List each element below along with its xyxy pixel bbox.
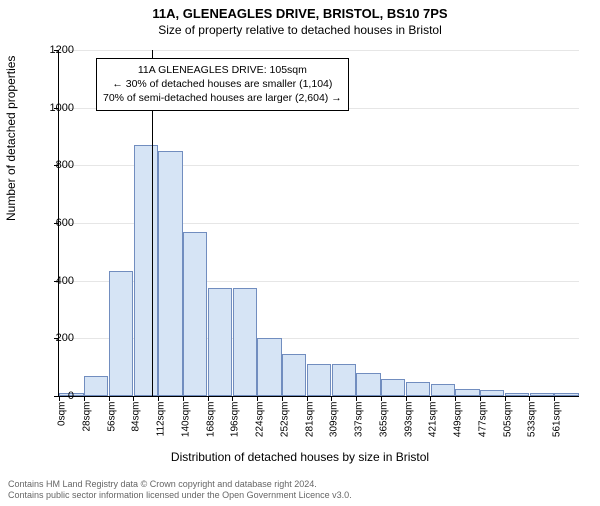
histogram-bar — [554, 393, 578, 396]
x-tick-label: 0sqm — [57, 402, 68, 452]
histogram-bar — [158, 151, 182, 396]
histogram-bar — [455, 389, 479, 396]
x-tick-label: 421sqm — [428, 402, 439, 452]
x-tick-label: 196sqm — [230, 402, 241, 452]
chart-subtitle: Size of property relative to detached ho… — [0, 23, 600, 37]
x-tick-label: 252sqm — [279, 402, 290, 452]
y-tick-label: 0 — [34, 390, 74, 402]
annotation-line-3: 70% of semi-detached houses are larger (… — [103, 91, 342, 105]
x-tick-label: 84sqm — [131, 402, 142, 452]
histogram-bar — [332, 364, 356, 396]
x-tick-label: 281sqm — [304, 402, 315, 452]
histogram-bar — [307, 364, 331, 396]
x-tick — [208, 396, 209, 401]
gridline — [59, 50, 579, 51]
x-tick — [307, 396, 308, 401]
histogram-bar — [505, 393, 529, 396]
x-tick — [232, 396, 233, 401]
histogram-bar — [381, 379, 405, 396]
x-tick-label: 477sqm — [477, 402, 488, 452]
annotation-box: 11A GLENEAGLES DRIVE: 105sqm ← 30% of de… — [96, 58, 349, 111]
x-tick-label: 337sqm — [354, 402, 365, 452]
histogram-bar — [257, 338, 281, 396]
annotation-line-2: ← 30% of detached houses are smaller (1,… — [103, 77, 342, 91]
credits-line-1: Contains HM Land Registry data © Crown c… — [8, 479, 352, 491]
x-tick-label: 533sqm — [527, 402, 538, 452]
x-tick-label: 449sqm — [453, 402, 464, 452]
x-tick — [480, 396, 481, 401]
x-tick — [529, 396, 530, 401]
x-tick — [183, 396, 184, 401]
x-tick-label: 505sqm — [502, 402, 513, 452]
x-tick-label: 393sqm — [403, 402, 414, 452]
histogram-bar — [431, 384, 455, 396]
histogram-bar — [530, 393, 554, 396]
x-tick — [158, 396, 159, 401]
credits: Contains HM Land Registry data © Crown c… — [8, 479, 352, 502]
histogram-bar — [109, 271, 133, 396]
x-tick — [282, 396, 283, 401]
x-tick-label: 224sqm — [255, 402, 266, 452]
x-tick — [430, 396, 431, 401]
annotation-line-1: 11A GLENEAGLES DRIVE: 105sqm — [103, 63, 342, 77]
x-tick — [257, 396, 258, 401]
credits-line-2: Contains public sector information licen… — [8, 490, 352, 502]
chart-title: 11A, GLENEAGLES DRIVE, BRISTOL, BS10 7PS — [0, 6, 600, 21]
y-tick-label: 1000 — [34, 102, 74, 114]
x-tick — [455, 396, 456, 401]
histogram-bar — [134, 145, 158, 396]
x-axis-label: Distribution of detached houses by size … — [0, 450, 600, 464]
histogram-bar — [183, 232, 207, 396]
x-tick — [109, 396, 110, 401]
y-tick-label: 400 — [34, 275, 74, 287]
histogram-bar — [356, 373, 380, 396]
x-tick — [84, 396, 85, 401]
x-tick — [554, 396, 555, 401]
x-tick-label: 56sqm — [106, 402, 117, 452]
x-tick-label: 168sqm — [205, 402, 216, 452]
y-tick-label: 800 — [34, 159, 74, 171]
x-tick-label: 112sqm — [156, 402, 167, 452]
x-tick-label: 140sqm — [180, 402, 191, 452]
x-tick-label: 561sqm — [552, 402, 563, 452]
x-tick-label: 28sqm — [81, 402, 92, 452]
histogram-bar — [282, 354, 306, 396]
x-tick — [356, 396, 357, 401]
y-tick-label: 200 — [34, 332, 74, 344]
x-tick — [133, 396, 134, 401]
y-tick-label: 600 — [34, 217, 74, 229]
x-tick — [406, 396, 407, 401]
histogram-bar — [406, 382, 430, 396]
histogram-bar — [208, 288, 232, 396]
histogram-bar — [84, 376, 108, 396]
x-tick — [381, 396, 382, 401]
y-tick-label: 1200 — [34, 44, 74, 56]
x-tick-label: 309sqm — [329, 402, 340, 452]
x-tick-label: 365sqm — [378, 402, 389, 452]
x-tick — [505, 396, 506, 401]
x-tick — [331, 396, 332, 401]
histogram-bar — [480, 390, 504, 396]
histogram-bar — [233, 288, 257, 396]
y-axis-label: Number of detached properties — [4, 56, 18, 221]
